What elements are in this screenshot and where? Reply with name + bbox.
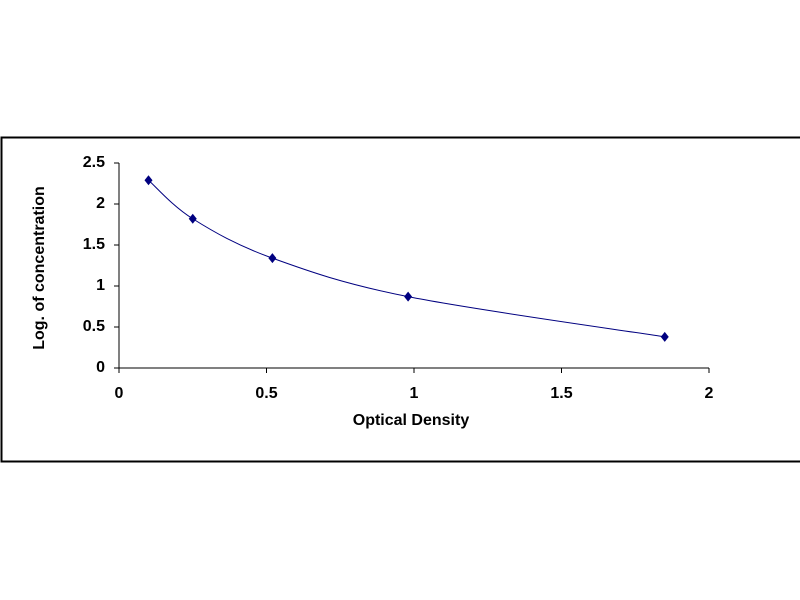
x-tick-label: 2 (705, 385, 714, 402)
data-point (404, 291, 413, 302)
x-tick-label: 1.5 (550, 385, 572, 402)
x-tick-label: 0.5 (255, 385, 277, 402)
y-tick-label: 1 (96, 277, 105, 294)
y-tick-label: 1.5 (83, 236, 105, 253)
y-tick-label: 2.5 (83, 154, 105, 171)
data-point (188, 213, 197, 224)
data-point (660, 331, 669, 342)
x-tick-label: 1 (410, 385, 419, 402)
y-tick-label: 0.5 (83, 318, 105, 335)
data-point (268, 253, 277, 264)
x-axis-label: Optical Density (353, 412, 470, 429)
y-tick-label: 2 (96, 195, 105, 212)
y-axis-label: Log. of concentration (31, 186, 48, 350)
y-tick-label: 0 (96, 359, 105, 376)
chart-frame (0, 136, 800, 463)
x-tick-label: 0 (115, 385, 124, 402)
data-point (144, 175, 153, 186)
